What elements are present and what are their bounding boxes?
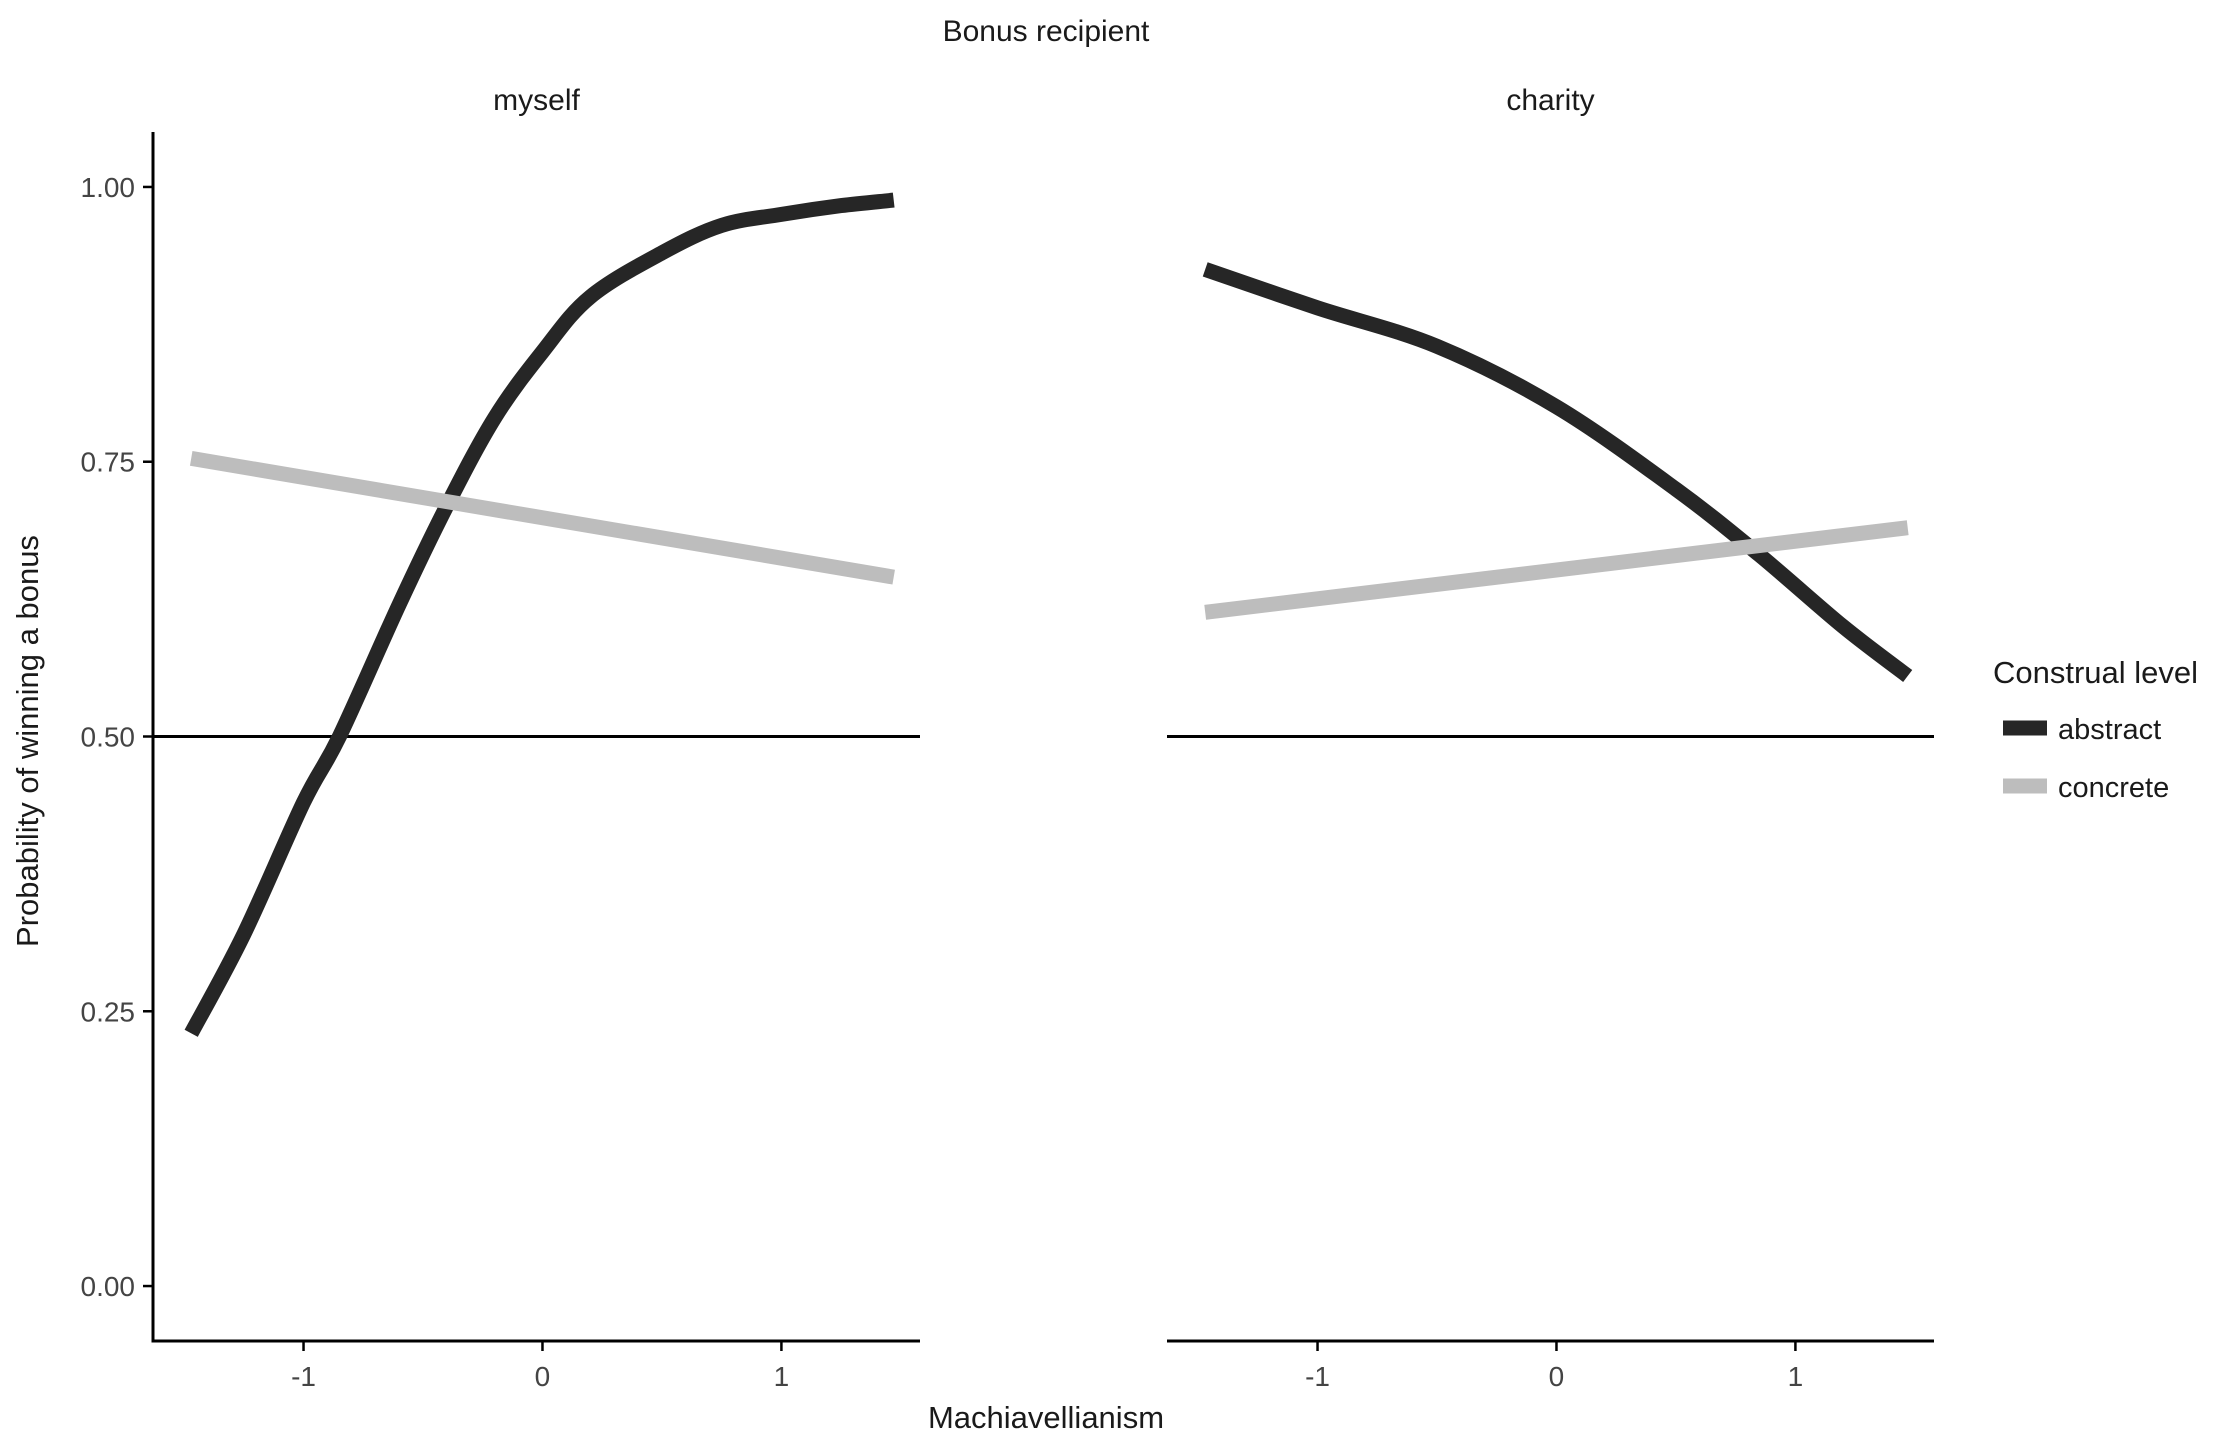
x-tick-label: -1: [1305, 1361, 1330, 1392]
y-tick-label: 0.75: [81, 447, 136, 478]
x-tick-label: 1: [774, 1361, 790, 1392]
y-axis-title: Probability of winning a bonus: [10, 535, 45, 947]
panel-myself: myself 0.00 0.25 0.50 0.75 1.00 -1 0 1: [81, 84, 920, 1392]
x-axis-title: Machiavellianism: [928, 1400, 1164, 1435]
y-tick-label: 1.00: [81, 172, 136, 203]
legend: Construal level abstract concrete: [1993, 655, 2198, 804]
series-line-abstract: [184, 192, 895, 1037]
legend-title: Construal level: [1993, 655, 2198, 690]
strip-label-charity: charity: [1506, 84, 1594, 117]
legend-label-concrete: concrete: [2058, 772, 2169, 804]
legend-label-abstract: abstract: [2058, 714, 2161, 746]
series-line-concrete: [189, 451, 895, 585]
panel-charity: charity -1 0 1: [1167, 84, 1934, 1392]
x-tick-label: -1: [291, 1361, 316, 1392]
y-tick-label: 0.25: [81, 996, 136, 1027]
chart-title: Bonus recipient: [943, 15, 1150, 48]
x-tick-label: 0: [535, 1361, 551, 1392]
series-line-abstract: [1202, 262, 1913, 682]
strip-label-myself: myself: [493, 84, 580, 117]
y-tick-label: 0.50: [81, 722, 136, 753]
x-tick-label: 1: [1788, 1361, 1804, 1392]
y-tick-label: 0.00: [81, 1271, 136, 1302]
x-tick-label: 0: [1549, 1361, 1565, 1392]
series-line-concrete: [1204, 520, 1909, 620]
